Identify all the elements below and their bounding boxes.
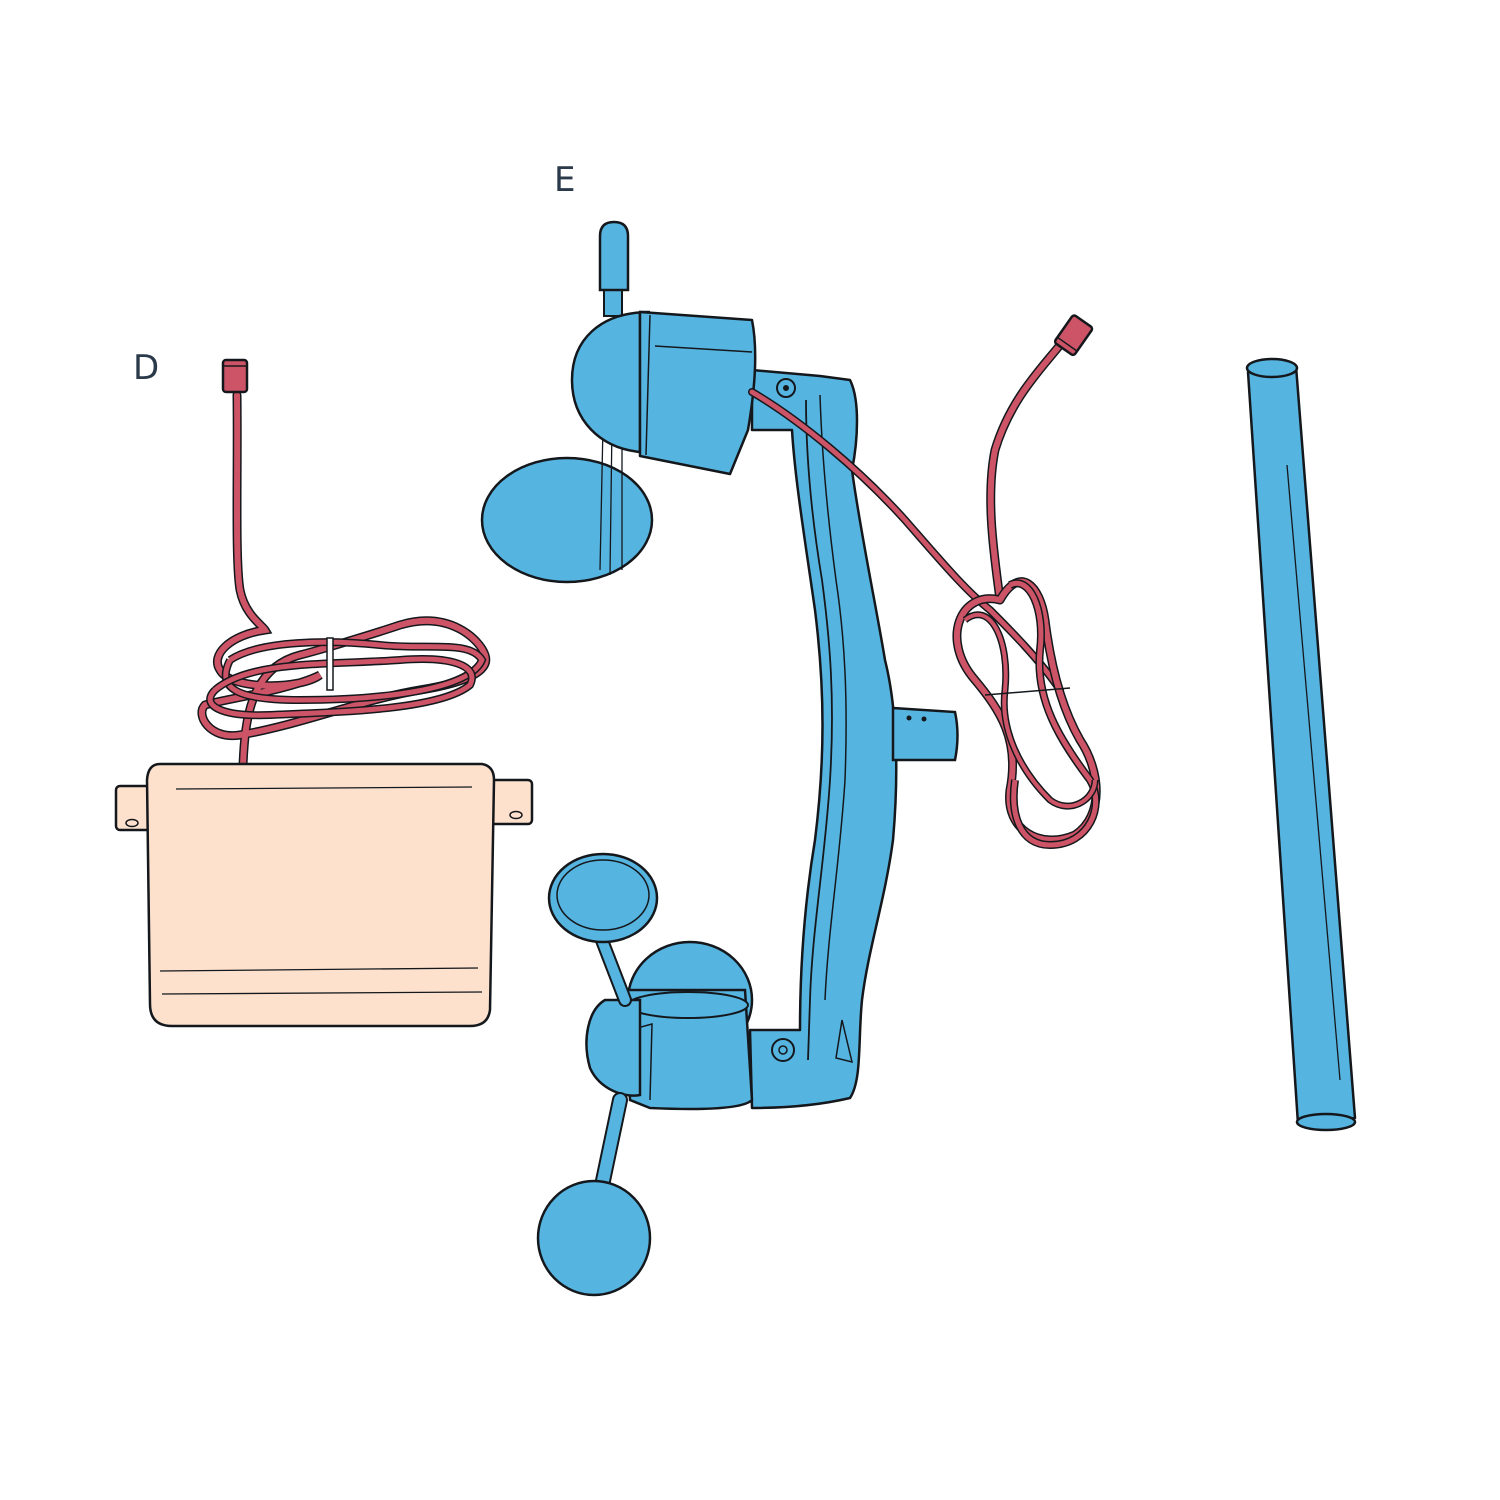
part-d-console (114, 358, 534, 1028)
part-e-arm (748, 368, 898, 1110)
part-e-cup-upper (547, 852, 659, 944)
part-e-plug (1053, 314, 1094, 357)
part-label-d: D (133, 348, 160, 388)
part-e-vane-tip (598, 220, 630, 292)
part-d-box (145, 762, 496, 1028)
part-e-cup-lower (536, 1179, 652, 1297)
part-e-anemometer (480, 220, 1101, 1297)
part-e-top-head (638, 310, 757, 476)
part-d-plug (221, 358, 249, 394)
part-e-vane-paddle (480, 456, 654, 584)
part-label-e: E (554, 160, 576, 200)
mounting-pole (1245, 357, 1357, 1132)
